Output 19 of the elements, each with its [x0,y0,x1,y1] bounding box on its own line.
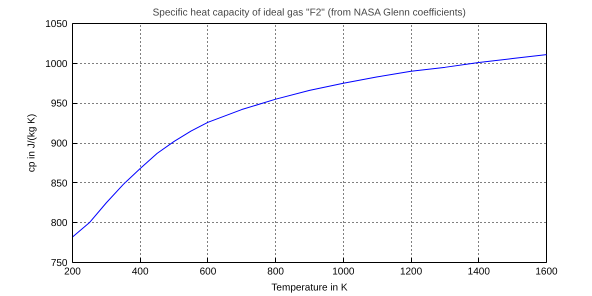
x-tick-label: 1200 [400,266,423,278]
y-tick-label: 750 [50,258,68,269]
x-tick-label: 600 [200,266,217,278]
x-tick-label: 1400 [468,266,490,278]
x-tick-label: 200 [64,266,82,278]
chart-title: Specific heat capacity of ideal gas "F2" (from NASA Glenn coefficients) [152,8,466,18]
x-tick-label: 800 [267,266,284,278]
y-tick-label: 900 [50,138,68,150]
y-tick-label: 950 [50,98,68,110]
y-axis-title: cp in J/(kg K) [26,114,38,172]
x-tick-label: 1000 [332,266,355,278]
line-series [72,54,546,238]
y-tick-label: 1000 [45,58,68,70]
y-tick-label: 850 [50,178,68,190]
x-tick-label: 400 [132,266,149,278]
x-axis-title: Temperature in K [271,282,348,294]
y-tick-label: 1050 [45,19,68,30]
x-tick-label: 1600 [535,266,558,278]
y-tick-label: 800 [50,218,68,230]
